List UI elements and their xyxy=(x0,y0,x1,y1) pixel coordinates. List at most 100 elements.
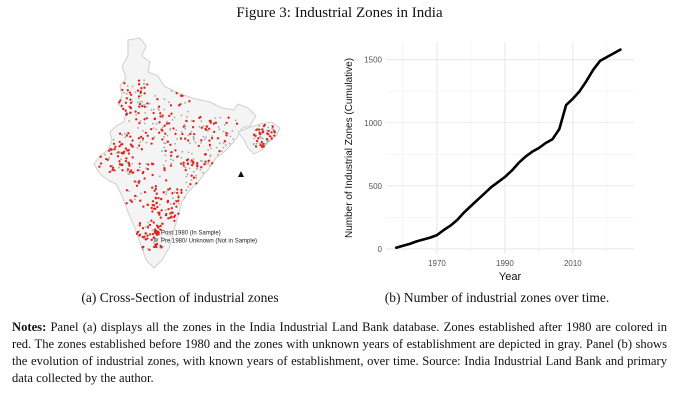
zone-dot-pre-1980 xyxy=(169,203,172,205)
zone-dot-pre-1980 xyxy=(202,125,205,127)
zone-dot-post-1980 xyxy=(157,211,160,214)
zone-dot-post-1980 xyxy=(119,143,123,146)
zone-dot-post-1980 xyxy=(132,171,135,174)
zone-dot-post-1980 xyxy=(125,157,128,160)
zone-dot-post-1980 xyxy=(191,126,195,129)
zone-dot-post-1980 xyxy=(223,140,227,143)
zone-dot-post-1980 xyxy=(196,165,199,168)
zone-dot-post-1980 xyxy=(129,93,133,96)
zone-dot-post-1980 xyxy=(154,187,158,191)
zone-dot-post-1980 xyxy=(146,237,149,240)
zone-dot-pre-1980 xyxy=(195,176,198,179)
zone-dot-post-1980 xyxy=(157,196,160,200)
map-legend: Post 1980 (In Sample) Pre 1980/ Unknown … xyxy=(153,229,257,244)
zone-dot-post-1980 xyxy=(208,127,211,130)
zone-dot-pre-1980 xyxy=(148,102,151,105)
zone-dot-post-1980 xyxy=(121,88,124,92)
zone-dot-post-1980 xyxy=(262,142,265,146)
zone-dot-pre-1980 xyxy=(128,190,130,192)
zone-dot-post-1980 xyxy=(146,203,149,206)
zone-dot-post-1980 xyxy=(144,232,147,235)
zone-dot-post-1980 xyxy=(271,125,274,128)
zone-dot-pre-1980 xyxy=(215,146,218,149)
zone-dot-post-1980 xyxy=(143,86,146,89)
zone-dot-post-1980 xyxy=(135,184,139,187)
zone-dot-post-1980 xyxy=(141,104,144,108)
zone-dot-post-1980 xyxy=(146,134,149,137)
plot-background xyxy=(386,42,634,254)
zone-dot-post-1980 xyxy=(151,232,155,236)
zone-dot-post-1980 xyxy=(165,213,168,216)
zone-dot-post-1980 xyxy=(105,157,108,161)
zone-dot-pre-1980 xyxy=(229,135,232,138)
zone-dot-pre-1980 xyxy=(143,79,146,82)
zone-dot-post-1980 xyxy=(139,135,143,139)
zone-dot-post-1980 xyxy=(252,133,256,136)
zone-dot-post-1980 xyxy=(268,135,272,138)
zone-dot-post-1980 xyxy=(166,199,170,203)
zone-dot-post-1980 xyxy=(175,205,178,208)
zone-dot-pre-1980 xyxy=(111,165,114,167)
zone-dot-pre-1980 xyxy=(180,131,183,133)
zone-dot-pre-1980 xyxy=(194,141,197,144)
zone-dot-pre-1980 xyxy=(118,166,120,169)
zone-dot-post-1980 xyxy=(190,159,193,162)
zone-dot-post-1980 xyxy=(208,119,211,123)
zone-dot-pre-1980 xyxy=(170,162,173,165)
zone-dot-post-1980 xyxy=(137,111,140,115)
zone-dot-pre-1980 xyxy=(183,196,186,199)
zone-dot-post-1980 xyxy=(126,89,129,92)
zone-dot-post-1980 xyxy=(141,235,144,239)
zone-dot-pre-1980 xyxy=(207,162,210,165)
zone-dot-post-1980 xyxy=(121,152,124,155)
zone-dot-pre-1980 xyxy=(125,111,128,113)
zone-dot-pre-1980 xyxy=(158,109,161,111)
zone-dot-pre-1980 xyxy=(136,146,139,149)
zone-dot-pre-1980 xyxy=(165,193,167,196)
zone-dot-post-1980 xyxy=(188,100,191,103)
zone-dot-pre-1980 xyxy=(160,236,163,239)
zone-dot-pre-1980 xyxy=(183,123,186,126)
zone-dot-post-1980 xyxy=(177,212,180,215)
zone-dot-post-1980 xyxy=(254,145,258,148)
zone-dot-post-1980 xyxy=(133,180,136,183)
zone-dot-post-1980 xyxy=(143,235,146,238)
zone-dot-post-1980 xyxy=(155,233,159,236)
zone-dot-post-1980 xyxy=(150,127,153,131)
zone-dot-post-1980 xyxy=(180,191,183,194)
zone-dot-pre-1980 xyxy=(196,167,199,170)
zone-dot-post-1980 xyxy=(152,221,155,224)
zone-dot-post-1980 xyxy=(118,145,121,148)
zone-dot-pre-1980 xyxy=(143,237,145,240)
figure-title: Figure 3: Industrial Zones in India xyxy=(236,5,443,21)
zone-dot-pre-1980 xyxy=(204,136,207,139)
zone-dot-post-1980 xyxy=(99,162,103,165)
zone-dot-post-1980 xyxy=(159,216,162,219)
zone-dot-pre-1980 xyxy=(164,209,167,212)
zone-dot-post-1980 xyxy=(119,99,122,102)
zone-dot-pre-1980 xyxy=(180,157,183,159)
zone-dot-pre-1980 xyxy=(145,105,148,108)
zone-dot-pre-1980 xyxy=(158,175,161,178)
zone-dot-post-1980 xyxy=(197,144,200,148)
zone-dot-pre-1980 xyxy=(108,157,111,159)
zone-dot-post-1980 xyxy=(125,97,128,100)
zone-dot-pre-1980 xyxy=(169,129,171,131)
y-axis-label: Number of Industrial Zones (Cumulative) xyxy=(344,58,355,238)
zone-dot-pre-1980 xyxy=(255,142,258,145)
zone-dot-post-1980 xyxy=(138,102,142,106)
zone-dot-post-1980 xyxy=(182,161,185,164)
zone-dot-post-1980 xyxy=(168,114,171,118)
zone-dot-post-1980 xyxy=(172,127,175,130)
zone-dot-post-1980 xyxy=(154,243,157,246)
zone-dot-pre-1980 xyxy=(144,226,147,228)
zone-dot-post-1980 xyxy=(186,139,190,142)
zone-dot-post-1980 xyxy=(207,159,210,163)
zone-dot-post-1980 xyxy=(118,140,121,144)
zone-dot-post-1980 xyxy=(181,132,184,136)
zone-dot-post-1980 xyxy=(203,163,206,166)
zone-dot-post-1980 xyxy=(154,196,158,199)
zone-dot-post-1980 xyxy=(152,207,156,210)
legend-swatch-pre-1980 xyxy=(153,237,159,243)
zone-dot-post-1980 xyxy=(136,230,140,234)
